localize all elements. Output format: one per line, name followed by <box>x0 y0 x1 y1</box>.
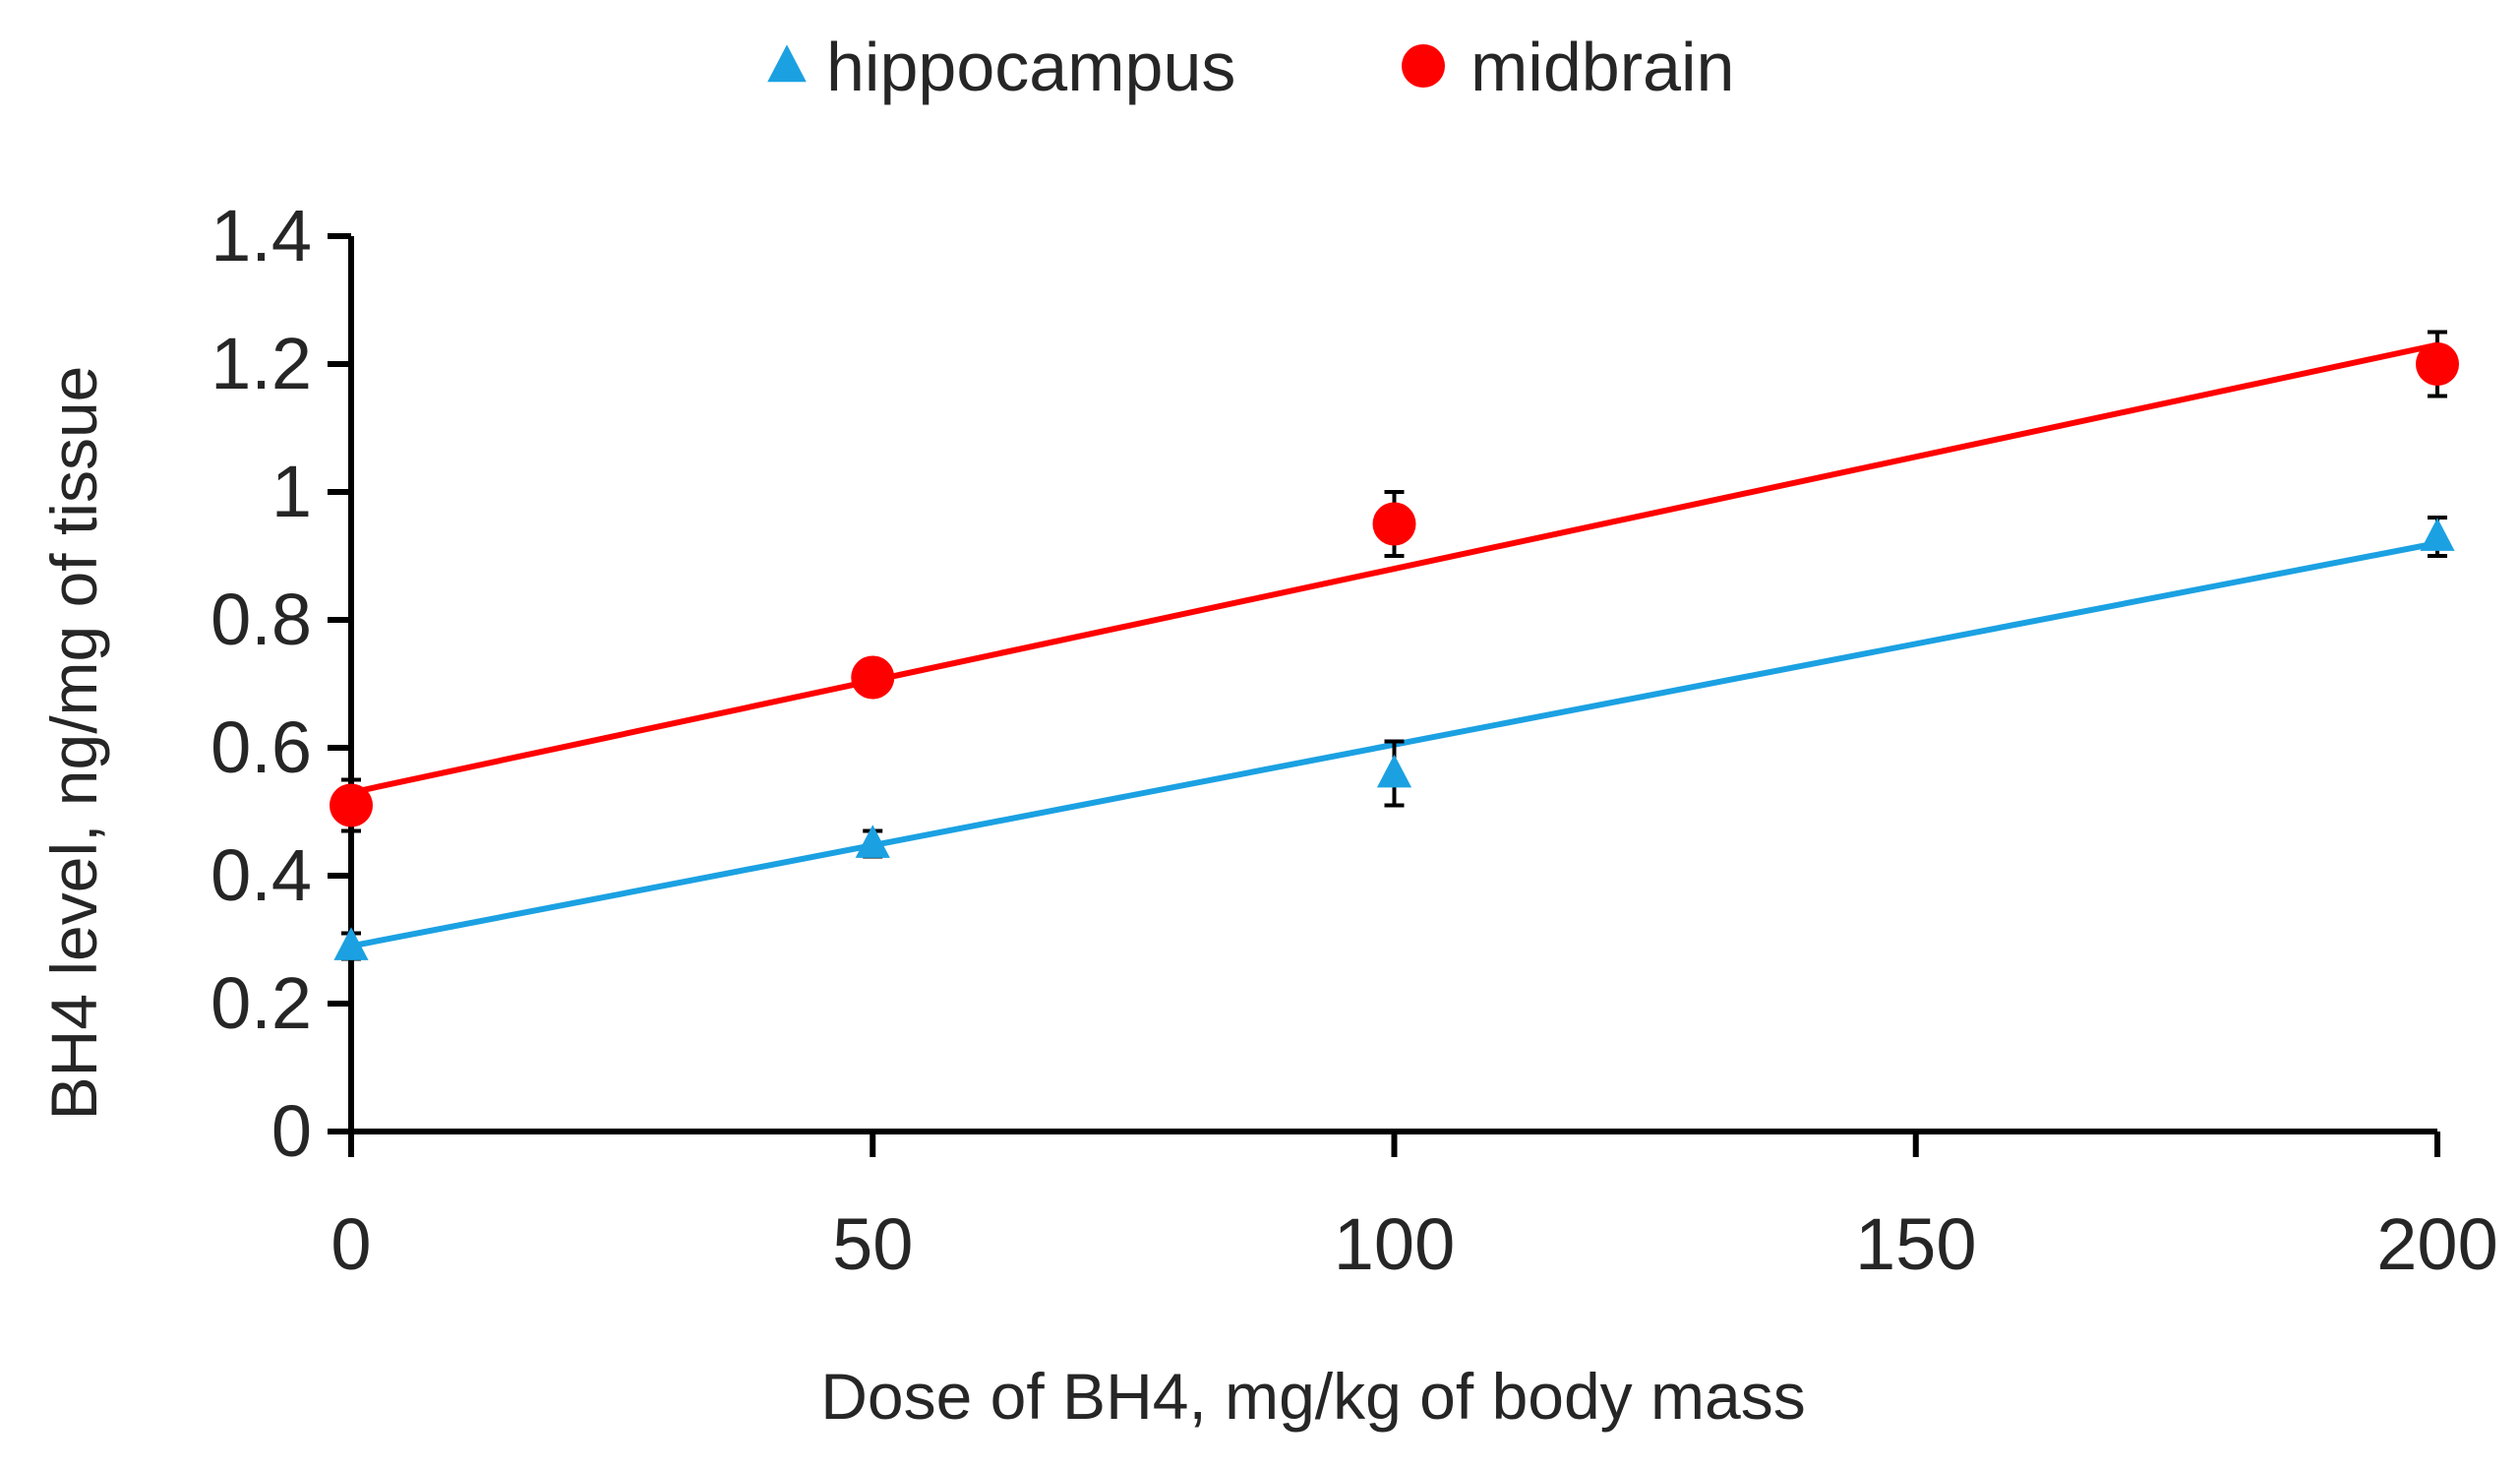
midbrain-point <box>851 655 895 700</box>
x-tick-label: 50 <box>832 1203 913 1285</box>
midbrain-point <box>1372 502 1416 546</box>
midbrain-point <box>330 783 373 827</box>
y-axis-title: BH4 level, ng/mg of tissue <box>37 366 110 1121</box>
y-axis: 0 0.2 0.4 0.6 0.8 1 1.2 1.4 <box>210 195 354 1172</box>
legend-hippocampus-label: hippocampus <box>826 29 1235 105</box>
series-midbrain <box>330 330 2459 833</box>
legend-hippocampus-marker <box>767 44 807 83</box>
legend-item-hippocampus: hippocampus <box>767 29 1235 105</box>
hippocampus-point <box>2420 518 2455 551</box>
series-hippocampus <box>333 516 2455 961</box>
legend: hippocampus midbrain <box>767 29 1734 105</box>
y-tick-label: 0.6 <box>210 706 312 788</box>
y-tick-label: 1.4 <box>210 195 312 276</box>
x-tick-label: 100 <box>1334 1203 1455 1285</box>
midbrain-trendline <box>350 341 2438 796</box>
y-tick-label: 0.4 <box>210 834 312 916</box>
x-axis-title: Dose of BH4, mg/kg of body mass <box>820 1360 1805 1433</box>
x-axis: 0 50 100 150 200 <box>330 1129 2498 1285</box>
legend-midbrain-marker <box>1402 44 1445 88</box>
y-tick-label: 0 <box>271 1090 312 1172</box>
y-tick-label: 0.8 <box>210 579 312 660</box>
y-tick-label: 1 <box>271 451 312 532</box>
midbrain-point <box>2416 342 2459 386</box>
x-tick-label: 150 <box>1855 1203 1976 1285</box>
y-tick-label: 1.2 <box>210 323 312 404</box>
y-tick-label: 0.2 <box>210 962 312 1044</box>
x-tick-label: 0 <box>330 1203 371 1285</box>
legend-midbrain-label: midbrain <box>1470 29 1734 105</box>
plot-area <box>330 330 2459 961</box>
legend-item-midbrain: midbrain <box>1402 29 1734 105</box>
hippocampus-point <box>1376 754 1412 788</box>
hippocampus-point <box>333 927 369 960</box>
hippocampus-point <box>855 825 890 858</box>
x-tick-label: 200 <box>2376 1203 2497 1285</box>
